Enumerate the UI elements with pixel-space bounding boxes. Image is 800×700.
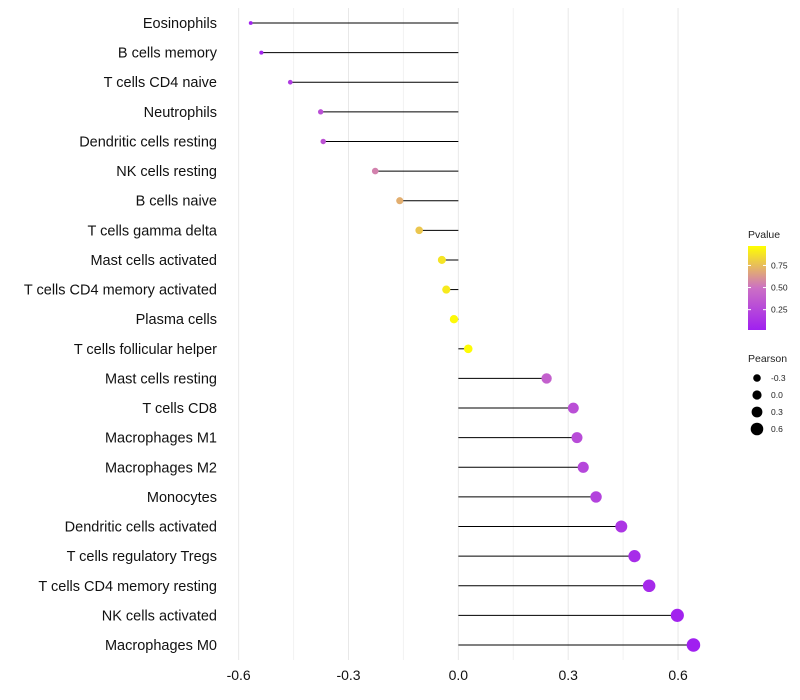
lollipop-point [463,344,473,354]
y-category-label: Macrophages M2 [105,460,217,476]
lollipop-point [371,167,379,175]
legend-pvalue-tick-label: 0.75 [771,260,788,270]
y-category-label: Macrophages M0 [105,638,217,654]
legend-pvalue-title: Pvalue [748,229,780,241]
lollipop-point [320,138,326,145]
lollipop-point [287,79,293,85]
y-category-label: T cells regulatory Tregs [67,549,217,565]
y-category-label: Eosinophils [143,16,217,32]
y-category-label: Monocytes [147,490,217,506]
y-category-label: T cells CD4 memory resting [38,579,217,595]
x-tick-label: 0.3 [558,667,578,683]
y-category-label: T cells CD8 [142,401,217,417]
y-category-label: B cells memory [118,46,218,62]
lollipop-point [642,579,656,593]
x-tick-label: -0.6 [227,667,251,683]
lollipop-point [571,432,583,444]
y-category-label: T cells follicular helper [74,342,217,358]
lollipop-point [577,461,589,473]
y-category-label: Macrophages M1 [105,431,217,447]
lollipop-point [686,638,701,652]
y-category-label: NK cells resting [116,164,217,180]
lollipop-point [628,550,641,563]
legend-pearson-tick-label: 0.3 [771,407,783,417]
lollipop-point [442,285,451,294]
lollipop-point [259,50,264,55]
legend-size-point [750,422,764,436]
legend-pearson-tick-label: 0.0 [771,390,783,400]
legend-pvalue-tick-label: 0.50 [771,283,788,293]
y-category-label: Neutrophils [144,105,217,121]
legend-colorbar [748,246,766,330]
lollipop-point [541,373,552,384]
y-category-label: Mast cells resting [105,371,217,387]
lollipop-point [437,255,446,264]
legend-size-point [751,406,763,418]
legend-pearson-tick-label: 0.6 [771,424,783,434]
y-category-label: Mast cells activated [90,253,217,269]
y-category-label: Plasma cells [136,312,217,328]
x-tick-label: 0.6 [668,667,688,683]
legend-pearson-tick-label: -0.3 [771,373,786,383]
y-category-label: B cells naive [136,194,217,210]
y-category-label: Dendritic cells resting [79,134,217,150]
legend-size-point [753,374,761,382]
legend-size-point [752,390,762,400]
lollipop-point [615,520,628,533]
legend-pvalue-tick-label: 0.25 [771,305,788,315]
y-category-label: Dendritic cells activated [65,520,217,536]
lollipop-point [396,197,404,205]
y-category-label: T cells gamma delta [88,223,218,239]
lollipop-point [317,109,324,115]
x-tick-label: 0.0 [449,667,469,683]
lollipop-point [449,315,459,324]
lollipop-point [415,226,423,235]
lollipop-point [670,608,684,622]
y-category-label: NK cells activated [102,608,217,624]
lollipop-point [248,21,253,25]
lollipop-point [590,491,602,503]
legend-pearson-title: Pearson [748,353,787,365]
x-tick-label: -0.3 [336,667,360,683]
y-category-label: T cells CD4 memory activated [24,283,217,299]
y-category-label: T cells CD4 naive [104,75,217,91]
lollipop-point [567,402,579,414]
